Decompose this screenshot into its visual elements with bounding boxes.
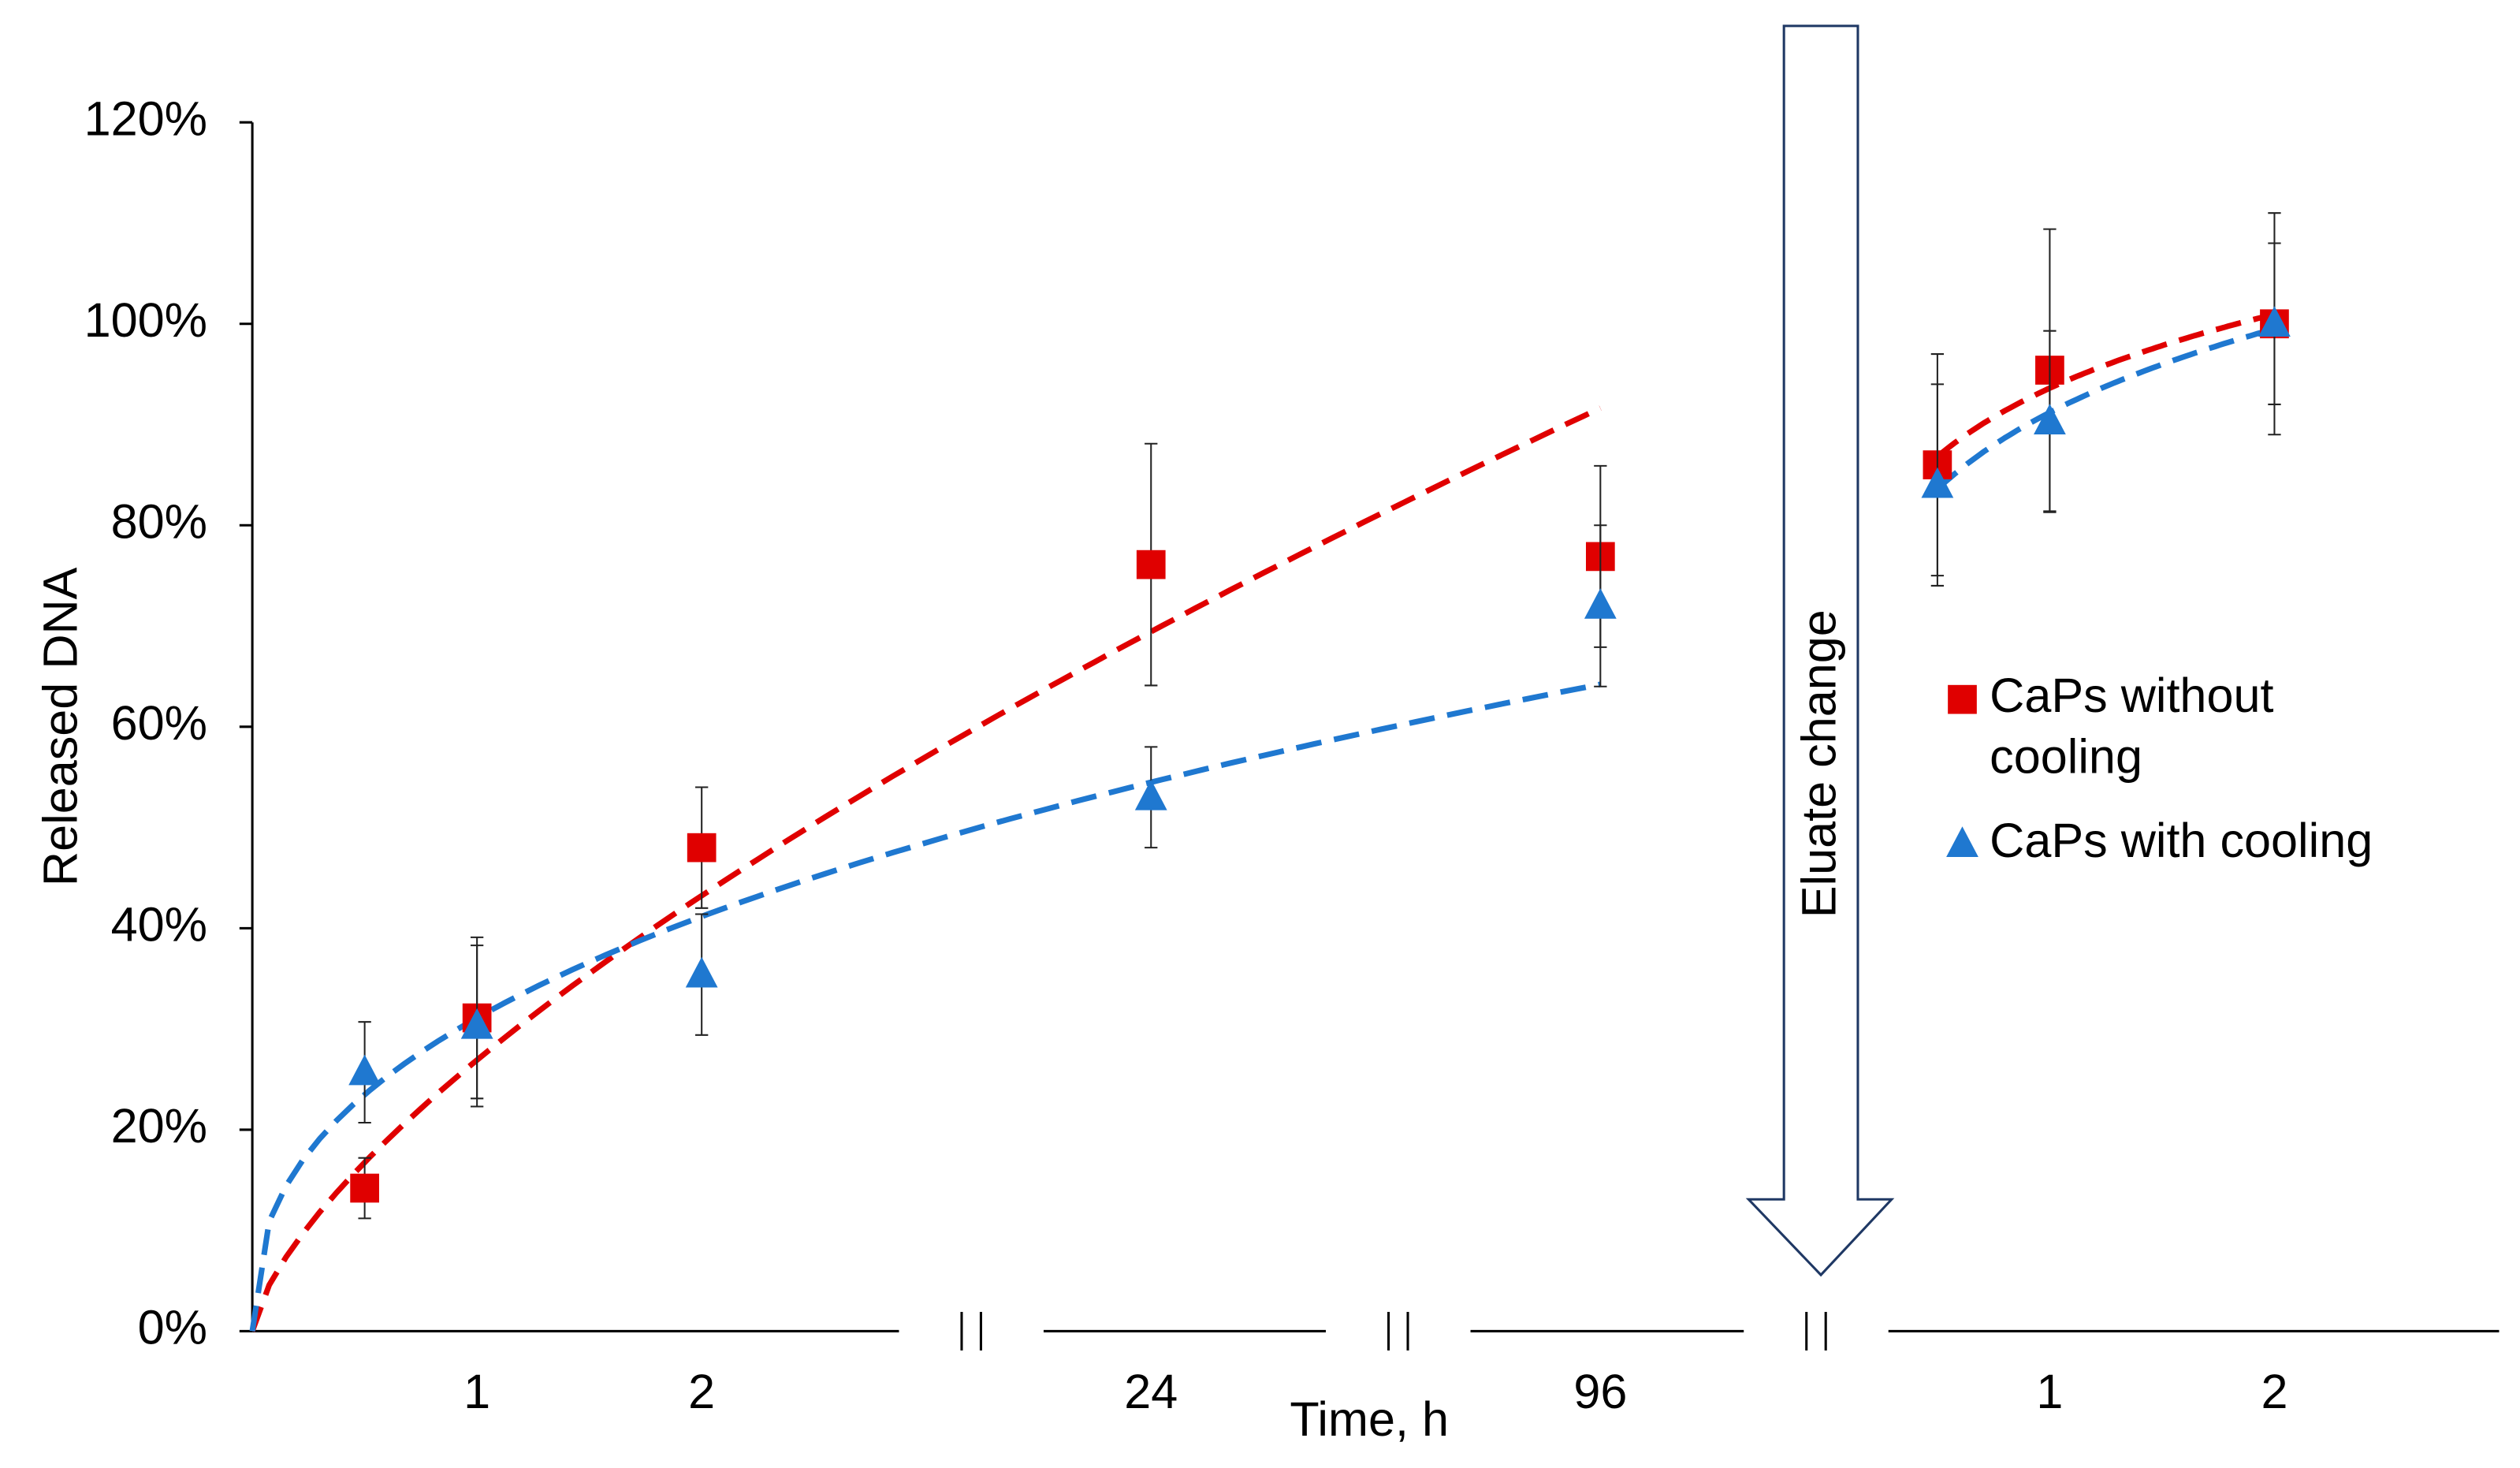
marker: [460, 1008, 493, 1039]
marker: [350, 1173, 379, 1203]
y-tick-label: 100%: [84, 293, 207, 347]
marker: [2258, 306, 2291, 337]
legend-label: CaPs without cooling: [1990, 669, 2273, 783]
legend-label: CaPs with cooling: [1990, 814, 2373, 867]
marker: [1921, 467, 1954, 498]
annotation: Eluate change: [1792, 609, 1845, 918]
marker: [1584, 588, 1617, 619]
trend-line: [1935, 326, 2276, 492]
x-tick-label: 96: [1573, 1365, 1627, 1418]
y-tick-label: 60%: [111, 696, 207, 750]
marker: [2034, 404, 2066, 434]
marker: [687, 833, 717, 863]
y-tick-label: 0%: [138, 1301, 207, 1354]
x-tick-label: 1: [2036, 1365, 2063, 1418]
marker: [685, 956, 718, 988]
legend-label-text: cooling: [1990, 730, 2142, 784]
trend-line: [249, 681, 1602, 1332]
y-tick-label: 40%: [111, 898, 207, 952]
marker: [1134, 779, 1167, 810]
x-tick-label: 2: [2261, 1365, 2287, 1418]
x-tick-label: 2: [688, 1365, 715, 1418]
marker: [348, 1054, 382, 1086]
y-tick-label: 20%: [111, 1099, 207, 1153]
x-tick-label: 1: [463, 1365, 490, 1418]
marker: [1136, 550, 1166, 579]
trend-line: [1935, 311, 2276, 460]
legend-marker: [1946, 826, 1978, 857]
x-axis-label: Time, h: [1290, 1392, 1449, 1446]
trend-line: [249, 405, 1602, 1332]
legend-marker: [1948, 684, 1977, 714]
y-tick-label: 120%: [84, 91, 207, 145]
eluate-arrow: [1745, 24, 1895, 1277]
y-axis-label: Released DNA: [34, 567, 87, 886]
legend-label-text: CaPs without: [1990, 669, 2273, 722]
x-tick-label: 24: [1124, 1365, 1178, 1418]
y-tick-label: 80%: [111, 494, 207, 548]
